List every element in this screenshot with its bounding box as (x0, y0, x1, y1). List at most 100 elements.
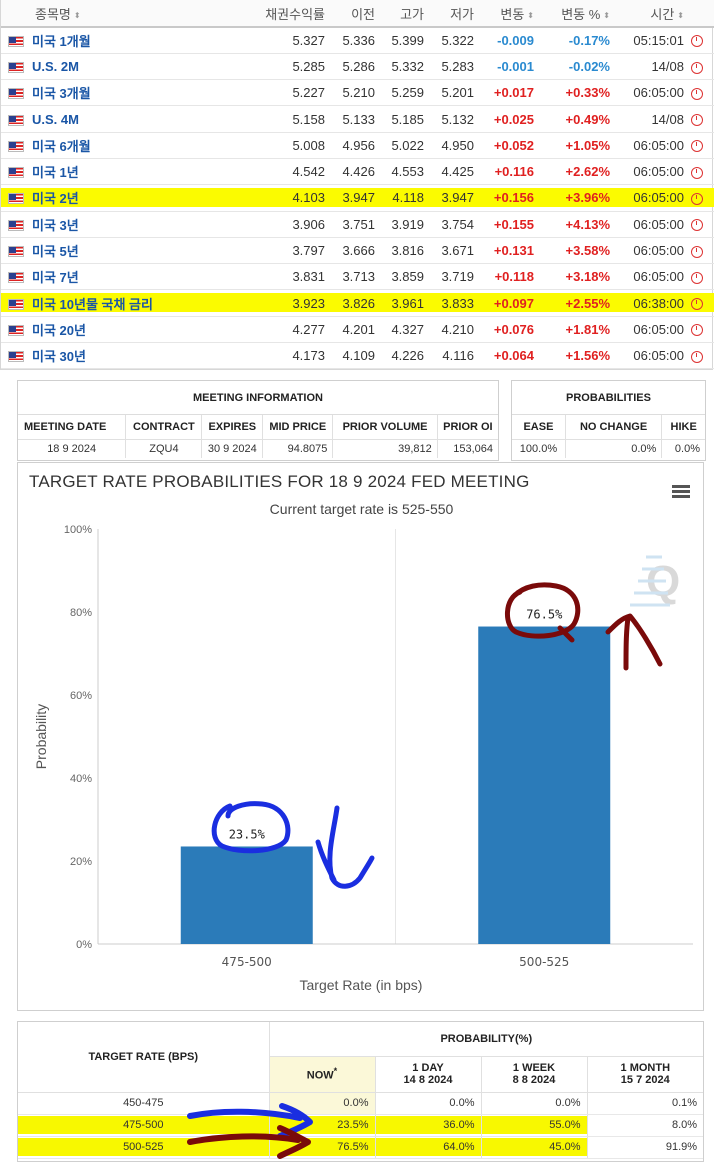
meeting-value: 39,812 (332, 439, 438, 458)
flag-cell (1, 342, 28, 370)
clock-icon[interactable] (691, 219, 703, 232)
us-flag-icon (8, 219, 24, 231)
prob-col-label: 1 MONTH (588, 1062, 704, 1074)
probability-col-header: NO CHANGE (565, 415, 663, 440)
clock-icon[interactable] (691, 114, 703, 127)
quote-row[interactable]: 미국 2년 4.103 3.947 4.118 3.947 +0.156 +3.96% 06:… (1, 184, 714, 212)
clock-icon[interactable] (691, 192, 703, 205)
quote-row[interactable]: U.S. 4M 5.158 5.133 5.185 5.132 +0.025 +0.49% 1… (1, 105, 714, 133)
col-header-change[interactable]: 변동 ⬍ (480, 0, 540, 28)
quote-row[interactable]: 미국 6개월 5.008 4.956 5.022 4.950 +0.052 +1.05% 06… (1, 132, 714, 159)
meeting-col-header: CONTRACT (125, 415, 203, 440)
clock-cell (690, 316, 714, 344)
low-cell: 5.201 (430, 79, 480, 107)
clock-icon[interactable] (691, 35, 703, 48)
col-header-name[interactable]: 종목명 ⬍ (1, 0, 251, 28)
clock-icon[interactable] (691, 298, 703, 311)
rate-cell: 450-475 (18, 1092, 270, 1115)
quote-row[interactable]: 미국 10년물 국채 금리 3.923 3.826 3.961 3.833 +0.097 +… (1, 289, 714, 317)
instrument-link[interactable]: 미국 5년 (32, 244, 79, 260)
quote-row[interactable]: 미국 20년 4.277 4.201 4.327 4.210 +0.076 +1.81% 06… (1, 316, 714, 344)
instrument-link[interactable]: 미국 10년물 국채 금리 (32, 296, 153, 312)
quote-row[interactable]: 미국 5년 3.797 3.666 3.816 3.671 +0.131 +3.58% 06:… (1, 237, 714, 265)
change-cell: +0.118 (480, 263, 540, 291)
clock-icon[interactable] (691, 271, 703, 284)
probability-col-header: HIKE (661, 415, 705, 440)
chart-canvas: 0% 20% 40% 60% 80% 100% 23.5% 475-500 76.5% 500-5… (33, 524, 693, 993)
col-header-prev[interactable]: 이전 (331, 0, 381, 28)
prob-value-cell: 55.0% (481, 1114, 588, 1137)
clock-icon[interactable] (691, 245, 703, 258)
instrument-link[interactable]: 미국 3년 (32, 217, 79, 233)
low-cell: 3.719 (430, 263, 480, 291)
col-header-yield[interactable]: 채권수익률 (251, 0, 331, 28)
clock-icon[interactable] (691, 87, 703, 100)
flag-cell (1, 53, 28, 81)
instrument-link[interactable]: 미국 30년 (32, 349, 86, 365)
prev-cell: 3.947 (331, 184, 381, 212)
low-cell: 4.950 (430, 132, 480, 159)
time-cell: 06:05:00 (616, 132, 690, 159)
col-header-change-pct[interactable]: 변동 % ⬍ (540, 0, 616, 28)
instrument-link[interactable]: 미국 20년 (32, 322, 86, 338)
instrument-link[interactable]: U.S. 4M (32, 111, 79, 127)
y-axis-title: Probability (33, 704, 49, 769)
flag-cell (1, 211, 28, 238)
prob-value-cell: 0.0% (269, 1092, 376, 1115)
prob-col-label-text: NOW (306, 1069, 334, 1082)
quote-row[interactable]: U.S. 2M 5.285 5.286 5.332 5.283 -0.001 -0.02% 1… (1, 53, 714, 81)
flag-cell (1, 316, 28, 344)
prob-col-label: 1 DAY (376, 1062, 481, 1074)
change-pct-cell: +1.81% (540, 316, 616, 344)
bar-475-500[interactable] (180, 846, 313, 944)
instrument-link[interactable]: 미국 1년 (32, 165, 79, 181)
bar-500-525[interactable] (478, 626, 611, 944)
sort-icon[interactable]: ⬍ (73, 10, 81, 20)
yield-cell: 5.285 (251, 53, 331, 81)
clock-icon[interactable] (691, 324, 703, 337)
col-header-high[interactable]: 고가 (381, 0, 430, 28)
instrument-link[interactable]: 미국 7년 (32, 270, 79, 286)
time-cell: 06:05:00 (616, 79, 690, 107)
quote-row[interactable]: 미국 3년 3.906 3.751 3.919 3.754 +0.155 +4.13% 06:… (1, 211, 714, 238)
col-header-time[interactable]: 시간 ⬍ (616, 0, 690, 28)
change-cell: +0.064 (480, 342, 540, 370)
sort-icon[interactable]: ⬍ (677, 10, 684, 20)
instrument-name-cell: 미국 6개월 (28, 132, 251, 159)
instrument-name-cell: U.S. 2M (28, 53, 251, 81)
clock-icon[interactable] (691, 61, 703, 74)
col-header-low[interactable]: 저가 (430, 0, 480, 28)
instrument-name-cell: 미국 20년 (28, 316, 251, 344)
clock-icon[interactable] (691, 350, 703, 363)
clock-icon[interactable] (691, 166, 703, 179)
instrument-link[interactable]: 미국 3개월 (32, 86, 91, 102)
y-tick-label: 60% (70, 690, 92, 702)
prob-row: 475-500 23.5% 36.0% 55.0% 8.0% (18, 1114, 704, 1137)
change-cell: +0.052 (480, 132, 540, 159)
instrument-link[interactable]: U.S. 2M (32, 58, 79, 74)
chart-subtitle: Current target rate is 525-550 (269, 501, 454, 517)
instrument-link[interactable]: 미국 6개월 (32, 138, 91, 154)
clock-icon[interactable] (691, 140, 703, 153)
hamburger-menu-icon[interactable] (672, 485, 690, 498)
clock-cell (690, 53, 714, 81)
change-cell: +0.131 (480, 237, 540, 265)
us-flag-icon (8, 193, 24, 205)
low-cell: 3.671 (430, 237, 480, 265)
prob-row: 450-475 0.0% 0.0% 0.0% 0.1% (18, 1092, 704, 1115)
quote-row[interactable]: 미국 30년 4.173 4.109 4.226 4.116 +0.064 +1.56% 06… (1, 342, 714, 370)
instrument-name-cell: 미국 30년 (28, 342, 251, 370)
quote-row[interactable]: 미국 1년 4.542 4.426 4.553 4.425 +0.116 +2.62% 06:… (1, 158, 714, 186)
instrument-link[interactable]: 미국 2년 (32, 191, 79, 207)
flag-cell (1, 263, 28, 291)
quote-row[interactable]: 미국 1개월 5.327 5.336 5.399 5.322 -0.009 -0.17% 05… (1, 27, 714, 54)
quote-row[interactable]: 미국 3개월 5.227 5.210 5.259 5.201 +0.017 +0.33% 06… (1, 79, 714, 107)
prev-cell: 4.109 (331, 342, 381, 370)
prob-value-cell: 76.5% (269, 1136, 376, 1159)
sort-icon[interactable]: ⬍ (527, 10, 534, 20)
footnote-mark: * (333, 1066, 338, 1077)
prob-value-cell: 0.0% (481, 1092, 588, 1115)
quote-row[interactable]: 미국 7년 3.831 3.713 3.859 3.719 +0.118 +3.18% 06:… (1, 263, 714, 291)
sort-icon[interactable]: ⬍ (603, 10, 610, 20)
instrument-link[interactable]: 미국 1개월 (32, 33, 91, 49)
